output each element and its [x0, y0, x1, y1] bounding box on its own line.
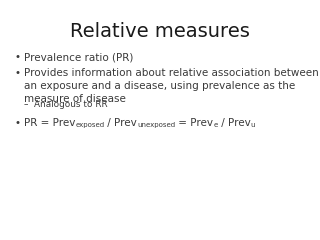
Text: / Prev: / Prev [105, 118, 137, 128]
Text: –: – [24, 100, 28, 109]
Text: exposed: exposed [76, 122, 105, 128]
Text: u: u [250, 122, 255, 128]
Text: •: • [14, 52, 20, 62]
Text: Prevalence ratio (PR): Prevalence ratio (PR) [24, 52, 133, 62]
Text: •: • [14, 68, 20, 78]
Text: unexposed: unexposed [137, 122, 175, 128]
Text: •: • [14, 118, 20, 128]
Text: = Prev: = Prev [175, 118, 213, 128]
Text: / Prev: / Prev [218, 118, 250, 128]
Text: Analogous to RR: Analogous to RR [34, 100, 108, 109]
Text: e: e [213, 122, 218, 128]
Text: PR = Prev: PR = Prev [24, 118, 76, 128]
Text: Relative measures: Relative measures [70, 22, 250, 41]
Text: Provides information about relative association between
an exposure and a diseas: Provides information about relative asso… [24, 68, 319, 104]
